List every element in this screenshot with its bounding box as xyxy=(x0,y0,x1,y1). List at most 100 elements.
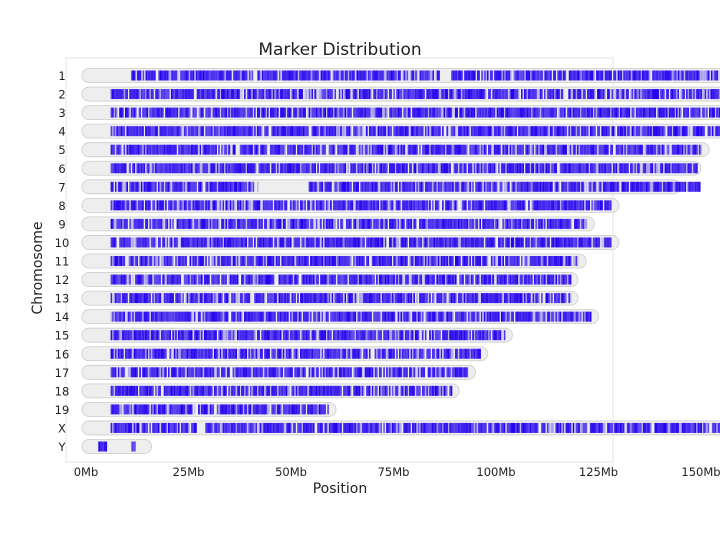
marker-bin xyxy=(453,181,456,192)
marker-bin xyxy=(472,126,474,137)
marker-bin xyxy=(473,107,476,118)
marker-bin xyxy=(644,107,647,118)
marker-bin xyxy=(552,126,555,137)
marker-bin xyxy=(411,107,414,118)
marker-bin xyxy=(333,200,335,211)
marker-bin xyxy=(548,237,550,248)
marker-bin xyxy=(112,107,114,118)
marker-bin xyxy=(381,237,384,248)
marker-bin xyxy=(208,126,210,137)
marker-bin xyxy=(205,330,207,341)
marker-bin xyxy=(373,89,375,100)
marker-bin xyxy=(206,293,209,304)
marker-bin xyxy=(305,256,308,266)
marker-bin xyxy=(261,256,263,266)
marker-bin xyxy=(374,200,377,211)
marker-bin xyxy=(274,107,276,118)
marker-bin xyxy=(533,200,536,211)
marker-bin xyxy=(252,200,255,211)
marker-bin xyxy=(132,311,134,322)
marker-bin xyxy=(255,200,258,211)
marker-bin xyxy=(256,89,259,100)
marker-bin xyxy=(579,181,582,192)
marker-bin xyxy=(157,181,160,192)
marker-bin xyxy=(485,107,487,118)
marker-bin xyxy=(655,89,658,100)
marker-bin xyxy=(328,107,331,118)
marker-bin xyxy=(242,200,245,211)
marker-bin xyxy=(249,237,252,248)
marker-bin xyxy=(169,181,172,192)
marker-bin xyxy=(140,126,143,137)
marker-bin xyxy=(244,163,246,174)
marker-bin xyxy=(608,163,611,174)
marker-bin xyxy=(455,218,457,229)
marker-bin xyxy=(198,218,200,229)
marker-bin xyxy=(119,126,121,137)
marker-bin xyxy=(550,70,552,81)
marker-bin xyxy=(132,70,135,81)
marker-bin xyxy=(113,218,116,229)
marker-bin xyxy=(705,70,707,81)
marker-bin xyxy=(272,311,275,322)
marker-bin xyxy=(328,144,331,155)
marker-bin xyxy=(432,89,434,100)
marker-bin xyxy=(632,126,635,137)
marker-bin xyxy=(210,70,212,81)
marker-bin xyxy=(294,126,296,137)
marker-bin xyxy=(246,218,249,229)
marker-bin xyxy=(508,126,510,137)
marker-bin xyxy=(370,311,372,322)
marker-bin xyxy=(146,70,149,81)
marker-bin xyxy=(331,237,334,248)
marker-bin xyxy=(226,89,229,100)
marker-bin xyxy=(431,70,433,81)
marker-bin xyxy=(490,126,493,137)
marker-bin xyxy=(536,274,539,285)
marker-bin xyxy=(325,293,328,304)
marker-bin xyxy=(380,89,382,100)
marker-bin xyxy=(211,70,214,81)
marker-bin xyxy=(313,70,315,81)
marker-bin xyxy=(251,89,253,100)
marker-bin xyxy=(255,256,258,266)
marker-bin xyxy=(196,89,199,100)
marker-bin xyxy=(602,181,605,192)
marker-bin xyxy=(163,126,166,137)
marker-bin xyxy=(644,144,647,155)
marker-bin xyxy=(116,293,118,304)
marker-bin xyxy=(318,126,321,137)
marker-bin xyxy=(401,218,404,229)
marker-bin xyxy=(157,107,160,118)
marker-bin xyxy=(274,144,276,155)
marker-bin xyxy=(587,237,589,248)
marker-bin xyxy=(654,126,657,137)
marker-bin xyxy=(509,163,512,174)
marker-bin xyxy=(157,237,160,248)
marker-bin xyxy=(163,274,166,285)
marker-bin xyxy=(526,89,529,100)
marker-bin xyxy=(338,126,341,137)
marker-bin xyxy=(156,126,159,137)
marker-bin xyxy=(252,89,255,100)
marker-bin xyxy=(436,70,439,81)
marker-bin xyxy=(472,311,474,322)
marker-bin xyxy=(245,126,248,137)
marker-bin xyxy=(183,126,186,137)
marker-bin xyxy=(360,256,362,266)
marker-bin xyxy=(155,126,157,137)
marker-bin xyxy=(367,237,370,248)
marker-bin xyxy=(134,274,137,285)
marker-bin xyxy=(305,274,308,285)
marker-bin xyxy=(344,144,347,155)
marker-bin xyxy=(374,126,377,137)
marker-bin xyxy=(134,144,137,155)
marker-bin xyxy=(189,293,192,304)
marker-bin xyxy=(340,163,342,174)
marker-bin xyxy=(643,70,645,81)
marker-bin xyxy=(473,89,476,100)
marker-bin xyxy=(373,237,375,248)
marker-bin xyxy=(301,274,304,285)
marker-bin xyxy=(277,163,279,174)
marker-bin xyxy=(621,126,624,137)
